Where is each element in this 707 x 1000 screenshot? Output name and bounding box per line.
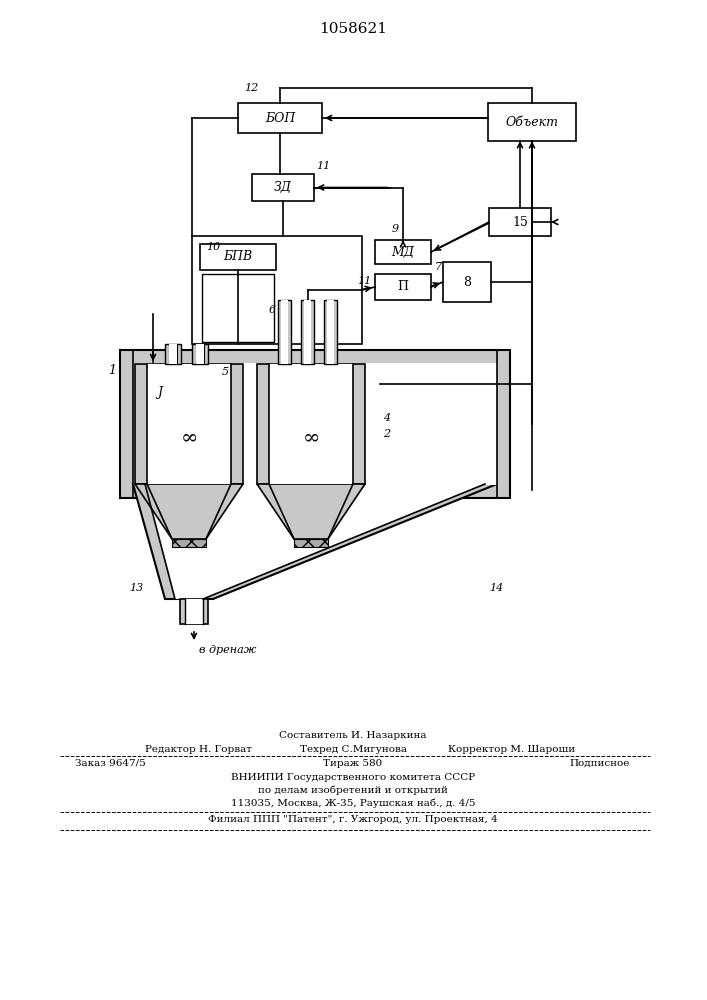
- Text: ∞: ∞: [180, 429, 198, 448]
- Polygon shape: [135, 484, 243, 539]
- Bar: [489, 208, 551, 236]
- Bar: [185, 599, 203, 624]
- Text: ЗД: ЗД: [274, 181, 292, 194]
- Text: БОП: БОП: [265, 111, 295, 124]
- Text: МД: МД: [392, 245, 414, 258]
- Bar: [147, 364, 231, 484]
- Text: по делам изобретений и открытий: по делам изобретений и открытий: [258, 786, 448, 795]
- Bar: [252, 174, 314, 201]
- Text: 1058621: 1058621: [319, 22, 387, 36]
- Bar: [281, 300, 288, 364]
- Text: 14: 14: [489, 583, 503, 593]
- Polygon shape: [133, 484, 497, 599]
- Text: Составитель И. Назаркина: Составитель И. Назаркина: [279, 731, 427, 740]
- Bar: [327, 300, 334, 364]
- Bar: [192, 344, 208, 364]
- Bar: [324, 300, 337, 364]
- Text: 10: 10: [206, 242, 221, 252]
- Text: 113035, Москва, Ж-35, Раушская наб., д. 4/5: 113035, Москва, Ж-35, Раушская наб., д. …: [230, 798, 475, 808]
- Text: Редактор Н. Горват: Редактор Н. Горват: [145, 745, 252, 754]
- Bar: [304, 300, 311, 364]
- Bar: [488, 103, 576, 141]
- Bar: [269, 364, 353, 484]
- Text: Корректор М. Шароши: Корректор М. Шароши: [448, 745, 575, 754]
- Polygon shape: [145, 484, 485, 599]
- Bar: [165, 344, 181, 364]
- Polygon shape: [257, 484, 365, 539]
- Text: 13: 13: [129, 583, 143, 593]
- Text: 9: 9: [392, 224, 399, 234]
- Text: Техред С.Мигунова: Техред С.Мигунова: [300, 745, 407, 754]
- Bar: [200, 244, 276, 270]
- Bar: [120, 350, 510, 498]
- Bar: [135, 364, 243, 484]
- Bar: [169, 344, 177, 364]
- Text: 11: 11: [357, 276, 371, 286]
- Bar: [196, 344, 204, 364]
- Bar: [202, 274, 274, 342]
- Text: 5: 5: [222, 367, 229, 377]
- Text: Филиал ППП "Патент", г. Ужгород, ул. Проектная, 4: Филиал ППП "Патент", г. Ужгород, ул. Про…: [208, 815, 498, 824]
- Text: Подписное: Подписное: [570, 759, 630, 768]
- Text: 11: 11: [316, 161, 330, 171]
- Text: 8: 8: [463, 275, 471, 288]
- Text: 15: 15: [512, 216, 528, 229]
- Text: 4: 4: [383, 413, 390, 423]
- Text: Объект: Объект: [506, 115, 559, 128]
- Text: БПВ: БПВ: [223, 250, 252, 263]
- Bar: [294, 539, 328, 547]
- Text: 12: 12: [244, 83, 258, 93]
- Text: ∞: ∞: [303, 429, 320, 448]
- Bar: [238, 103, 322, 133]
- Text: 1: 1: [108, 364, 116, 377]
- Text: Заказ 9647/5: Заказ 9647/5: [75, 759, 146, 768]
- Text: П: П: [397, 280, 409, 294]
- Text: 6: 6: [269, 305, 276, 315]
- Text: ВНИИПИ Государственного комитета СССР: ВНИИПИ Государственного комитета СССР: [231, 773, 475, 782]
- Text: 7: 7: [435, 262, 442, 272]
- Bar: [180, 599, 208, 624]
- Bar: [301, 300, 314, 364]
- Text: в дренаж: в дренаж: [199, 645, 257, 655]
- Bar: [278, 300, 291, 364]
- Bar: [192, 236, 362, 344]
- Bar: [133, 363, 497, 485]
- Bar: [172, 539, 206, 547]
- Bar: [375, 240, 431, 264]
- Text: J: J: [157, 386, 162, 399]
- Text: Тираж 580: Тираж 580: [323, 759, 382, 768]
- Text: 2: 2: [383, 429, 390, 439]
- Bar: [443, 262, 491, 302]
- Bar: [257, 364, 365, 484]
- Bar: [375, 274, 431, 300]
